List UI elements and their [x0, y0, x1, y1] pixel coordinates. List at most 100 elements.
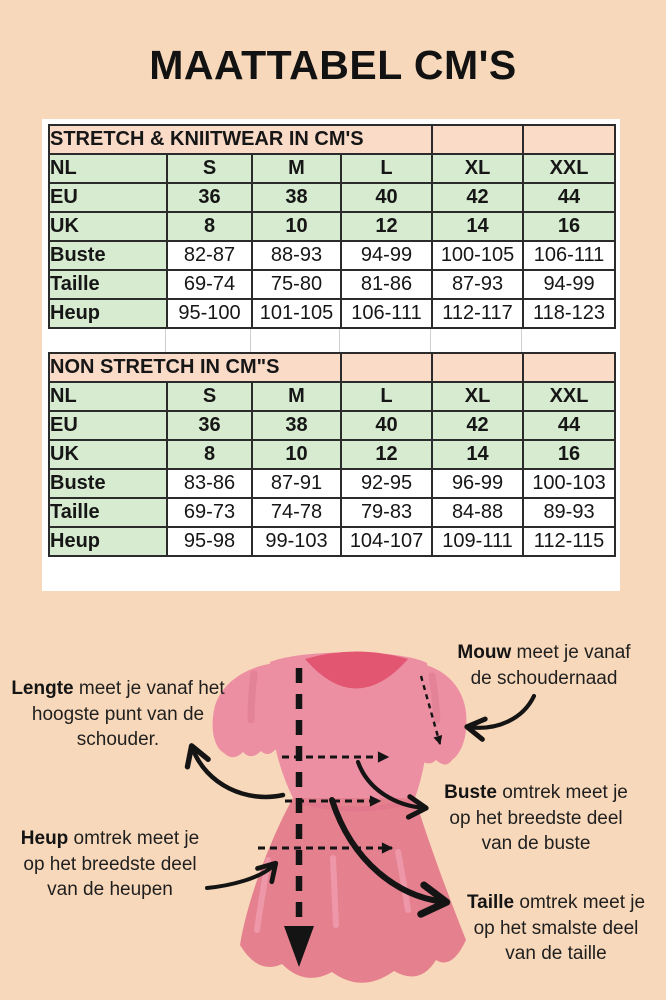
size-row-label: EU	[48, 182, 168, 213]
gap-cell	[340, 329, 431, 352]
size-row: EU 36 38 40 42 44	[48, 182, 617, 213]
size-cell: 16	[522, 211, 617, 242]
size-cell: 8	[166, 439, 253, 470]
annotation-lead: Heup	[20, 828, 69, 849]
waist-seam	[301, 799, 411, 812]
measure-cell: 99-103	[250, 526, 343, 557]
size-cell: 42	[431, 410, 525, 441]
measure-cell: 75-80	[251, 269, 342, 300]
measure-row-label: Heup	[48, 298, 168, 329]
size-row: UK 8 10 12 14 16	[48, 439, 617, 470]
size-cell: 14	[431, 211, 525, 242]
table-title: NON STRETCH IN CM"S	[47, 352, 343, 383]
size-row-label: NL	[48, 153, 168, 184]
annotation-buste: Buste omtrek meet je op het breedste dee…	[438, 780, 634, 857]
length-arrowhead	[284, 926, 314, 967]
table-header-row: STRETCH & KNIITWEAR IN CM'S	[47, 124, 617, 155]
size-cell: 14	[431, 439, 525, 470]
measure-cell: 69-74	[166, 269, 253, 300]
gap-cell	[251, 329, 340, 352]
size-cell: XL	[431, 381, 525, 412]
size-cell: XXL	[522, 381, 617, 412]
annotation-lead: Buste	[444, 782, 497, 803]
measure-cell: 74-78	[250, 497, 343, 528]
lengte-arrow	[184, 743, 286, 800]
measure-cell: 95-98	[166, 526, 253, 557]
measure-cell: 100-103	[522, 468, 617, 499]
measure-cell: 106-111	[339, 298, 434, 329]
size-cell: L	[340, 381, 434, 412]
measure-cell: 109-111	[431, 526, 525, 557]
measure-cell: 92-95	[340, 468, 434, 499]
annotation-heup: Heup omtrek meet je op het breedste deel…	[12, 826, 208, 903]
annotation-text: meet je vanaf de schoudernaad	[470, 642, 631, 689]
size-row: NL S M L XL XXL	[48, 381, 617, 412]
size-cell: 16	[522, 439, 617, 470]
measure-cell: 82-87	[166, 240, 253, 271]
table-header-empty-cell	[522, 124, 617, 155]
sleeve-dashed-arrow	[419, 675, 443, 745]
buste-arrow	[355, 759, 429, 820]
annotation-taille: Taille omtrek meet je op het smalste dee…	[456, 890, 656, 967]
size-cell: 42	[431, 182, 525, 213]
size-cell: 36	[166, 410, 253, 441]
mouw-arrow	[464, 693, 537, 742]
size-cell: 8	[166, 211, 253, 242]
size-row-label: EU	[48, 410, 168, 441]
annotation-arrows	[184, 693, 537, 918]
non-stretch-table: NON STRETCH IN CM"S NL S M L XL XXL EU 36 38 40 42 4…	[47, 352, 617, 557]
measure-row-label: Buste	[48, 240, 168, 271]
taille-arrow	[329, 797, 451, 918]
size-cell: M	[250, 381, 343, 412]
measure-row: Taille 69-73 74-78 79-83 84-88 89-93	[48, 497, 617, 528]
annotation-mouw: Mouw meet je vanaf de schoudernaad	[448, 640, 640, 691]
dress-skirt	[240, 798, 466, 983]
size-cell: 40	[340, 410, 434, 441]
size-cell: 12	[340, 439, 434, 470]
measure-cell: 81-86	[339, 269, 434, 300]
table-header-empty-cell	[340, 352, 434, 383]
size-row-label: UK	[48, 211, 168, 242]
measure-cell: 101-105	[251, 298, 342, 329]
annotation-text: omtrek meet je op het smalste deel van d…	[473, 892, 646, 964]
size-row: NL S M L XL XXL	[48, 153, 617, 184]
annotation-text: omtrek meet je op het breedste deel van …	[449, 782, 628, 854]
size-row: UK 8 10 12 14 16	[48, 211, 617, 242]
measure-cell: 106-111	[522, 240, 617, 271]
size-cell: S	[166, 381, 253, 412]
gap-cell	[431, 329, 522, 352]
measure-cell: 87-91	[250, 468, 343, 499]
measure-cell: 84-88	[431, 497, 525, 528]
annotation-lead: Taille	[466, 892, 515, 913]
measure-row-label: Heup	[48, 526, 168, 557]
measure-cell: 87-93	[431, 269, 525, 300]
heup-arrow	[205, 860, 279, 890]
measure-cell: 118-123	[522, 298, 617, 329]
measure-row-label: Taille	[48, 269, 168, 300]
measure-cell: 96-99	[431, 468, 525, 499]
measure-row: Buste 83-86 87-91 92-95 96-99 100-103	[48, 468, 617, 499]
table-header-empty-cell	[431, 352, 525, 383]
gap-cell	[166, 329, 251, 352]
table-header-row: NON STRETCH IN CM"S	[47, 352, 617, 383]
gap-cell	[48, 329, 166, 352]
gap-cell	[522, 329, 614, 352]
table-header-empty-cell	[522, 352, 617, 383]
size-row: EU 36 38 40 42 44	[48, 410, 617, 441]
dress-illustration	[184, 651, 537, 983]
size-cell: 38	[250, 410, 343, 441]
size-cell: S	[166, 153, 253, 184]
measure-row-label: Taille	[48, 497, 168, 528]
measure-row-label: Buste	[48, 468, 168, 499]
table-title: STRETCH & KNIITWEAR IN CM'S	[47, 124, 434, 155]
dress-bodice	[268, 651, 430, 812]
measure-cell: 83-86	[166, 468, 253, 499]
annotation-text: meet je vanaf het hoogste punt van de sc…	[31, 678, 225, 750]
measure-cell: 88-93	[251, 240, 342, 271]
measure-cell: 94-99	[339, 240, 434, 271]
measure-row: Taille 69-74 75-80 81-86 87-93 94-99	[48, 269, 617, 300]
measure-cell: 69-73	[166, 497, 253, 528]
measure-cell: 94-99	[522, 269, 617, 300]
size-cell: M	[251, 153, 342, 184]
size-cell: XL	[431, 153, 525, 184]
